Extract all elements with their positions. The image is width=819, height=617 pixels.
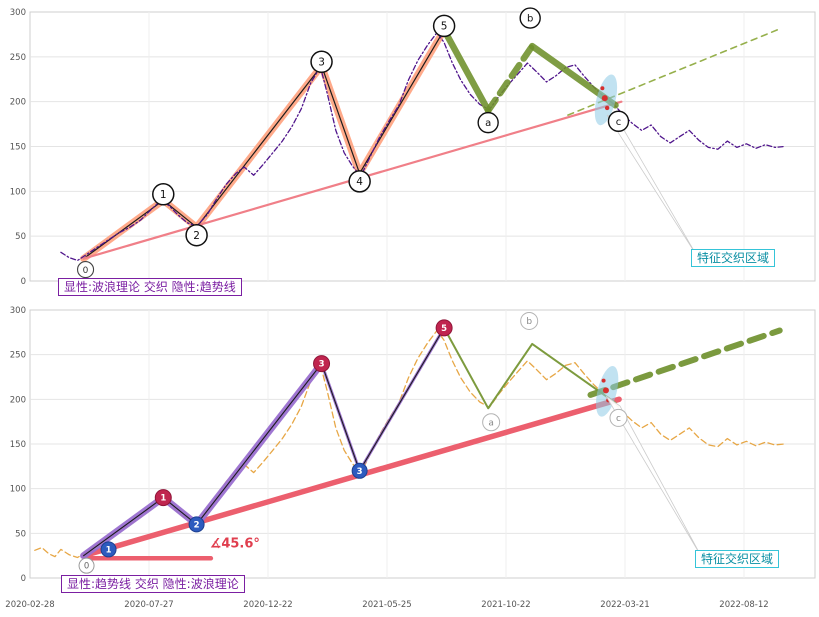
y-tick-label: 100 [10, 485, 26, 495]
wave-marker-label: a [485, 118, 491, 129]
wave-marker-2 [185, 223, 208, 247]
wave-marker-label: 5 [441, 324, 447, 334]
trendline [80, 396, 622, 559]
price-line [60, 31, 786, 262]
callout-wedge [605, 395, 702, 557]
wave-marker-1 [100, 541, 117, 558]
wave-marker-0 [78, 557, 95, 574]
top-chart-legend-label: 显性:波浪理论 交织 隐性:趋势线 [58, 278, 242, 297]
trend-extension [587, 327, 783, 398]
wave-marker-label: 2 [194, 520, 200, 530]
wave-marker-2 [188, 516, 205, 533]
y-tick-label: 250 [10, 351, 26, 361]
wave-marker-label: 4 [356, 176, 363, 188]
wave-marker-c [607, 110, 630, 132]
x-tick-label: 2020-12-22 [243, 600, 292, 610]
wave-marker-label: c [616, 414, 621, 424]
wave-core [83, 327, 445, 557]
wave-marker-label: 2 [193, 230, 200, 242]
x-tick-label: 2020-02-28 [5, 600, 54, 610]
feature-dot [601, 95, 608, 102]
wave-marker-label: 3 [318, 57, 325, 69]
wave-marker-3 [351, 462, 368, 479]
feature-dot [602, 387, 609, 394]
wave-marker-c [609, 408, 628, 427]
wave-marker-label: 1 [160, 189, 167, 201]
wave-marker-b [520, 311, 539, 330]
wave-marker-label: b [527, 14, 533, 25]
wave-marker-label: b [526, 317, 532, 327]
feature-dot [604, 105, 610, 111]
y-tick-label: 250 [10, 53, 26, 63]
y-tick-label: 50 [15, 232, 26, 242]
wave-marker-1 [152, 183, 175, 206]
wave-marker-label: 5 [441, 21, 448, 33]
y-tick-label: 150 [10, 143, 26, 153]
y-tick-label: 150 [10, 440, 26, 450]
wave-marker-label: c [616, 117, 622, 128]
wave-marker-label: 3 [357, 467, 363, 477]
x-tick-label: 2022-03-21 [600, 600, 649, 610]
y-tick-label: 0 [21, 574, 26, 584]
wave-marker-label: 1 [106, 545, 112, 555]
wave-marker-0 [77, 261, 95, 279]
x-tick-label: 2021-10-22 [481, 600, 530, 610]
wave-marker-a [477, 111, 499, 134]
x-tick-label: 2021-05-25 [362, 600, 411, 610]
top-chart-wave-explicit: 0 50 100 150 200 250 300 0 1 2 3 4 5 a b c [10, 7, 816, 287]
wave-marker-label: 0 [83, 266, 89, 276]
y-tick-label: 0 [21, 277, 26, 287]
top-chart-region-label: 特征交织区域 [691, 249, 776, 268]
wave-marker-3 [313, 355, 331, 373]
feature-dot [601, 378, 606, 383]
x-tick-label: 2022-08-12 [719, 600, 768, 610]
y-tick-label: 200 [10, 395, 26, 405]
abc-ab [484, 42, 536, 114]
wave-marker-4 [348, 170, 371, 193]
y-tick-label: 100 [10, 187, 26, 197]
bottom-chart-region-label: 特征交织区域 [695, 550, 780, 569]
trend-angle-label: ∡45.6° [210, 537, 260, 552]
wave-marker-5 [432, 14, 456, 38]
wave-marker-label: 0 [84, 562, 89, 572]
y-tick-label: 300 [10, 306, 26, 316]
bottom-chart-legend-label: 显性:趋势线 交织 隐性:波浪理论 [61, 575, 245, 594]
abc-5a [440, 26, 492, 114]
y-tick-label: 300 [10, 8, 26, 18]
wave-marker-label: 1 [160, 494, 166, 504]
wave-marker-label: 3 [319, 360, 325, 370]
x-tick-label: 2020-07-27 [124, 600, 173, 610]
wave-marker-1 [154, 489, 172, 507]
wave-marker-b [519, 7, 541, 29]
y-tick-label: 50 [15, 529, 26, 539]
y-tick-label: 200 [10, 98, 26, 108]
wave-marker-5 [435, 319, 453, 337]
wave-marker-a [482, 413, 501, 432]
abc-wave [443, 326, 617, 410]
feature-dot [600, 86, 605, 91]
wave-marker-label: a [488, 419, 494, 429]
wave-marker-3 [310, 50, 333, 74]
